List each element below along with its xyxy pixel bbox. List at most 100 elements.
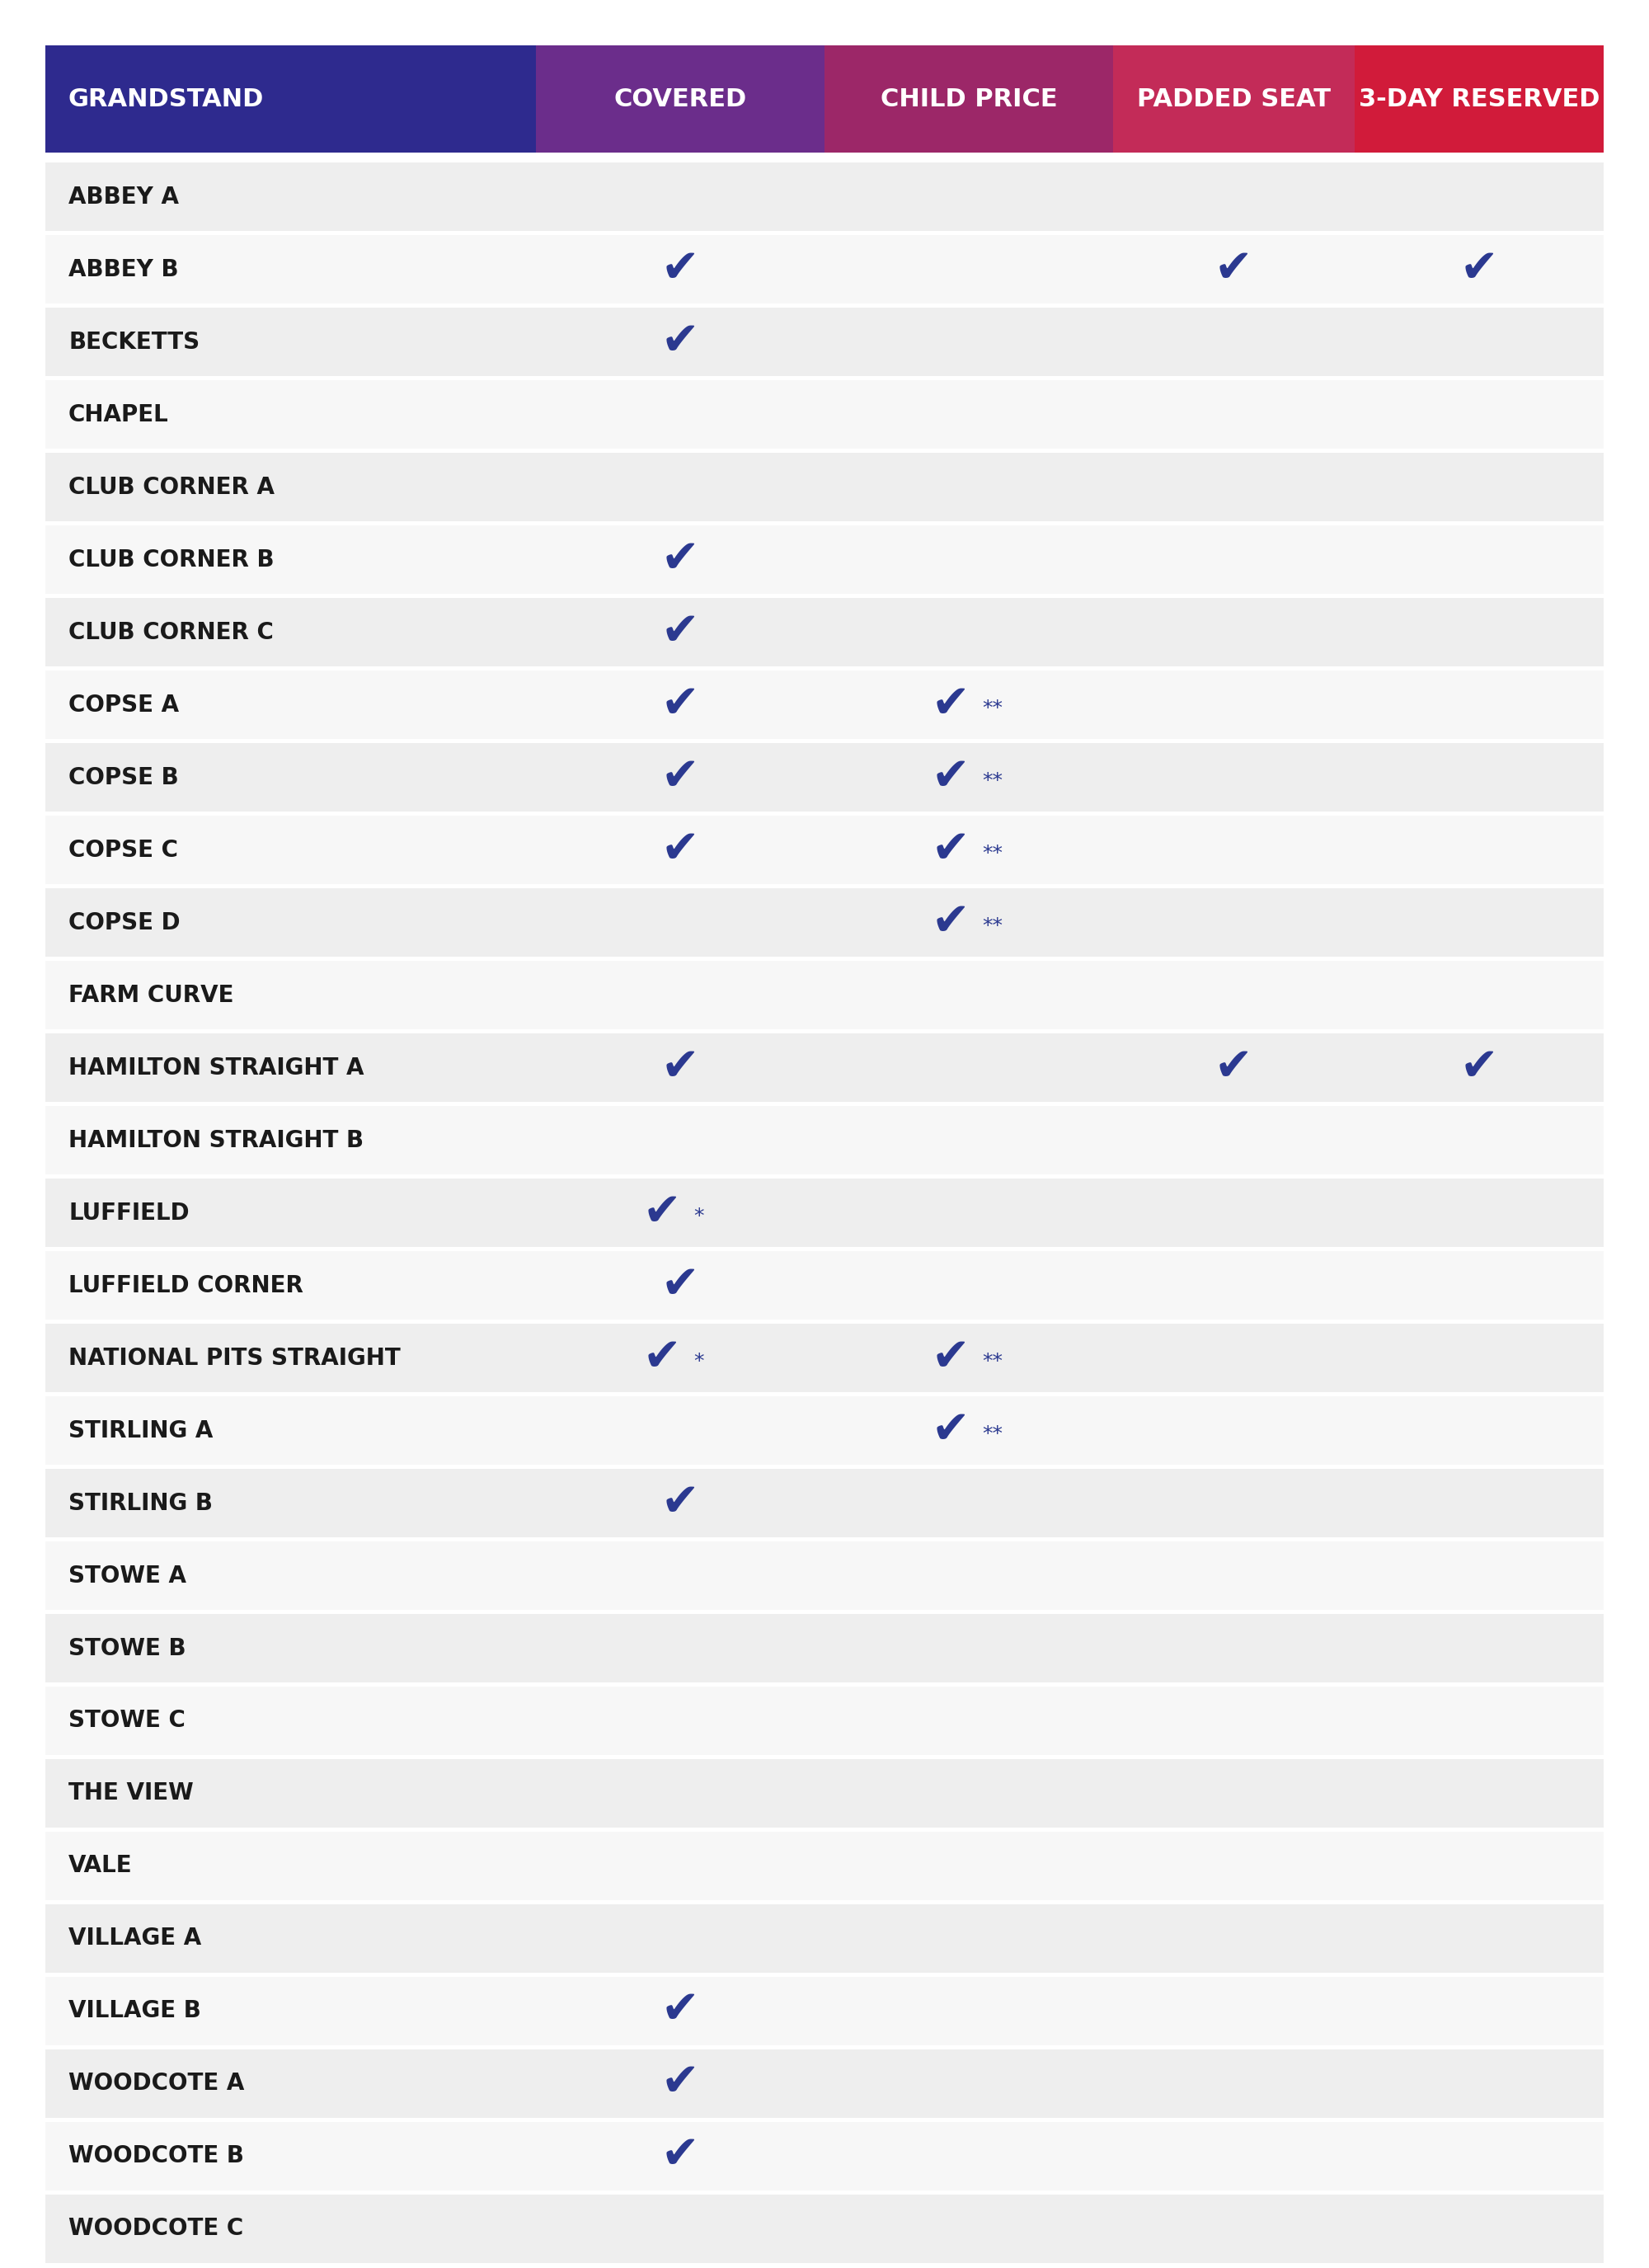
Bar — [46, 1542, 536, 1610]
Text: WOODCOTE B: WOODCOTE B — [69, 2146, 244, 2168]
Bar — [1113, 1107, 1354, 1175]
Text: ✔: ✔ — [1459, 247, 1499, 293]
Bar — [1354, 1760, 1603, 1828]
Text: STOWE B: STOWE B — [69, 1637, 186, 1660]
Bar — [536, 308, 824, 376]
Bar — [536, 889, 824, 957]
Bar — [536, 671, 824, 739]
Bar — [1113, 381, 1354, 449]
Text: STIRLING B: STIRLING B — [69, 1492, 213, 1515]
Bar — [536, 526, 824, 594]
Bar — [46, 381, 536, 449]
Bar — [1113, 308, 1354, 376]
Bar — [46, 1470, 536, 1538]
Text: ✔: ✔ — [1459, 1046, 1499, 1091]
Bar — [1354, 1107, 1603, 1175]
Bar — [536, 1397, 824, 1465]
Bar — [824, 2123, 1113, 2191]
Bar — [824, 744, 1113, 812]
Bar — [824, 889, 1113, 957]
Text: GRANDSTAND: GRANDSTAND — [69, 86, 264, 111]
Bar — [824, 671, 1113, 739]
Bar — [536, 1252, 824, 1320]
Text: ✔: ✔ — [661, 2134, 699, 2180]
Bar — [1354, 962, 1603, 1030]
Text: THE VIEW: THE VIEW — [69, 1783, 193, 1805]
Bar — [824, 1034, 1113, 1102]
Bar — [46, 1760, 536, 1828]
Bar — [536, 1905, 824, 1973]
Text: ✔: ✔ — [661, 683, 699, 728]
Text: ✔: ✔ — [932, 828, 970, 873]
Text: **: ** — [981, 844, 1003, 864]
Text: ✔: ✔ — [643, 1191, 681, 1236]
Bar — [1113, 816, 1354, 885]
Bar — [1354, 236, 1603, 304]
Bar — [1354, 526, 1603, 594]
Text: ✔: ✔ — [932, 1408, 970, 1454]
Bar — [1354, 1397, 1603, 1465]
Bar — [46, 816, 536, 885]
Bar — [46, 45, 536, 152]
Text: ABBEY A: ABBEY A — [69, 186, 178, 209]
Bar — [1354, 1687, 1603, 1755]
Text: ✔: ✔ — [661, 247, 699, 293]
Text: ✔: ✔ — [643, 1336, 681, 1381]
Text: ABBEY B: ABBEY B — [69, 259, 178, 281]
Text: COPSE A: COPSE A — [69, 694, 180, 717]
Bar — [46, 1252, 536, 1320]
Text: ✔: ✔ — [932, 900, 970, 946]
Bar — [1113, 454, 1354, 522]
Bar — [1354, 1615, 1603, 1683]
Bar — [824, 236, 1113, 304]
Bar — [1113, 1397, 1354, 1465]
Bar — [1113, 526, 1354, 594]
Bar — [46, 2050, 536, 2118]
Text: BECKETTS: BECKETTS — [69, 331, 200, 354]
Text: COPSE D: COPSE D — [69, 912, 180, 934]
Bar — [824, 2050, 1113, 2118]
Bar — [824, 1905, 1113, 1973]
Text: HAMILTON STRAIGHT B: HAMILTON STRAIGHT B — [69, 1129, 364, 1152]
Bar — [536, 454, 824, 522]
Text: ✔: ✔ — [661, 1989, 699, 2034]
Bar — [1354, 1252, 1603, 1320]
Bar — [46, 889, 536, 957]
Bar — [1354, 1034, 1603, 1102]
Bar — [46, 1397, 536, 1465]
Bar — [46, 1905, 536, 1973]
Bar — [824, 1325, 1113, 1393]
Bar — [536, 236, 824, 304]
Bar — [46, 962, 536, 1030]
Bar — [1354, 599, 1603, 667]
Bar — [1113, 599, 1354, 667]
Bar — [1354, 1978, 1603, 2046]
Bar — [824, 1397, 1113, 1465]
Text: ✔: ✔ — [932, 1336, 970, 1381]
Bar — [1113, 163, 1354, 231]
Bar — [46, 1325, 536, 1393]
Text: WOODCOTE C: WOODCOTE C — [69, 2218, 244, 2241]
Text: VALE: VALE — [69, 1855, 132, 1878]
Bar — [1354, 163, 1603, 231]
Bar — [824, 454, 1113, 522]
Bar — [46, 1615, 536, 1683]
Bar — [824, 1107, 1113, 1175]
Text: ✔: ✔ — [661, 755, 699, 801]
Bar — [536, 1325, 824, 1393]
Bar — [536, 45, 824, 152]
Bar — [536, 2050, 824, 2118]
Bar — [824, 962, 1113, 1030]
Text: ✔: ✔ — [661, 610, 699, 655]
Bar — [536, 1179, 824, 1247]
Bar — [1113, 1905, 1354, 1973]
Bar — [536, 1615, 824, 1683]
Bar — [46, 1034, 536, 1102]
Text: PADDED SEAT: PADDED SEAT — [1136, 86, 1331, 111]
Text: VILLAGE A: VILLAGE A — [69, 1928, 201, 1950]
Bar — [536, 962, 824, 1030]
Bar — [1113, 1615, 1354, 1683]
Bar — [1113, 744, 1354, 812]
Bar — [1113, 1179, 1354, 1247]
Bar — [824, 163, 1113, 231]
